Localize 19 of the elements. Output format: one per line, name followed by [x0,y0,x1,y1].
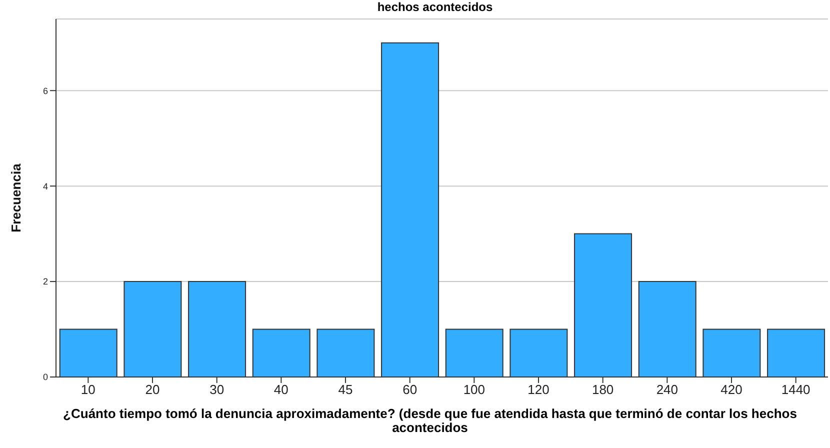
x-tick-label: 420 [720,382,742,398]
y-tick-label: 6 [42,86,48,96]
y-tick-label: 4 [42,181,48,192]
x-tick-label: 60 [402,382,418,398]
y-tick-label: 2 [42,276,48,287]
x-tick-label: 120 [528,382,550,398]
x-tick-label: 1440 [781,382,810,398]
y-axis-title: Frecuencia [8,162,24,232]
x-tick-label: 45 [338,382,353,398]
x-tick-label: 30 [210,382,224,398]
chart-title: hechos acontecidos [376,0,494,15]
x-tick-label: 240 [656,382,678,398]
x-tick-label: 40 [274,382,288,398]
x-axis-title: ¿Cuánto tiempo tomó la denuncia aproximadamente? (desde que fue atendida hasta que terminó de contar los hechos acontecidos [62,405,798,435]
y-tick-label: 0 [42,372,48,382]
x-tick-label: 100 [463,382,486,398]
x-tick-label: 10 [80,382,96,398]
x-tick-label: 20 [145,382,160,398]
x-tick-label: 180 [592,382,614,398]
